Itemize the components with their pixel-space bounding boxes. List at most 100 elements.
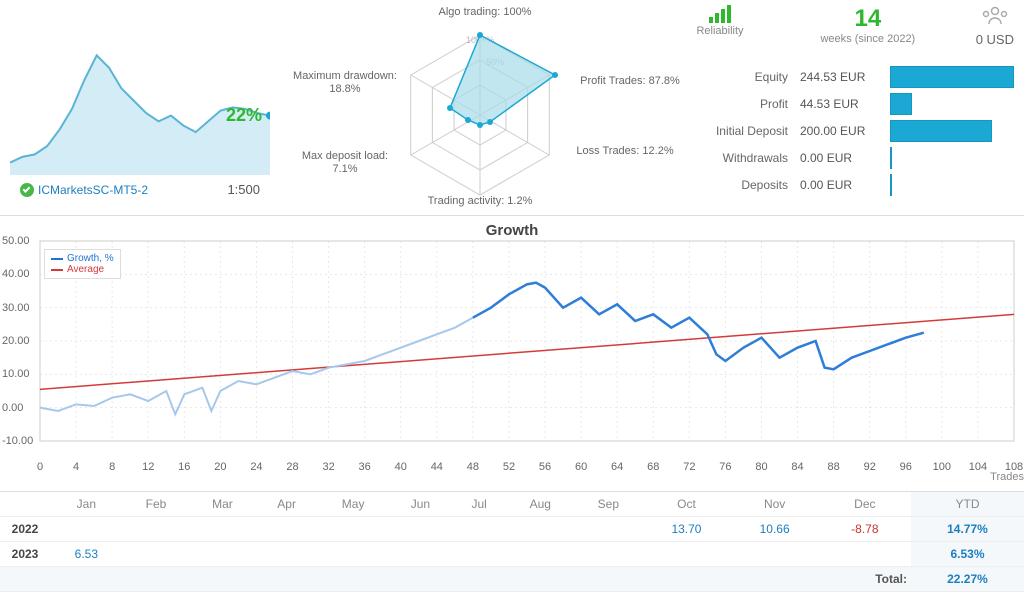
month-cell[interactable]: 6.53 xyxy=(50,542,123,567)
x-tick-label: 28 xyxy=(286,461,298,473)
stat-value: 0.00 EUR xyxy=(800,151,890,165)
x-tick-label: 104 xyxy=(969,461,987,473)
month-cell[interactable]: 13.70 xyxy=(642,517,730,542)
radar-chart: 50%100+% xyxy=(280,0,680,210)
trades-axis-label: Trades xyxy=(990,471,1024,483)
reliability-block: Reliability xyxy=(680,5,760,37)
month-header: Dec xyxy=(819,492,911,517)
month-header: Oct xyxy=(642,492,730,517)
sparkline-pct: 22% xyxy=(226,105,262,126)
month-cell[interactable] xyxy=(189,517,255,542)
stat-bar xyxy=(890,120,1014,142)
month-cell[interactable] xyxy=(50,517,123,542)
growth-legend: Growth, %Average xyxy=(44,249,121,279)
month-header: Mar xyxy=(189,492,255,517)
month-cell[interactable]: 10.66 xyxy=(731,517,819,542)
month-cell[interactable] xyxy=(318,542,389,567)
growth-chart: -10.000.0010.0020.0030.0040.0050.00 0481… xyxy=(0,241,1024,471)
stat-row: Deposits0.00 EUR xyxy=(680,171,1014,198)
subscribers-icon xyxy=(976,5,1014,30)
month-cell[interactable] xyxy=(256,542,318,567)
x-tick-label: 12 xyxy=(142,461,154,473)
x-tick-label: 96 xyxy=(900,461,912,473)
x-tick-label: 84 xyxy=(791,461,803,473)
radar-axis-label: Loss Trades: 12.2% xyxy=(570,145,680,158)
month-cell[interactable] xyxy=(123,517,190,542)
year-cell: 2023 xyxy=(0,542,50,567)
sparkline-panel: 22% ICMarketsSC-MT5-2 1:500 xyxy=(0,0,280,215)
total-row: Total:22.27% xyxy=(0,567,1024,592)
month-header: Jul xyxy=(452,492,506,517)
month-cell[interactable] xyxy=(574,542,642,567)
month-cell[interactable] xyxy=(642,542,730,567)
y-tick-label: 30.00 xyxy=(2,302,30,314)
x-tick-label: 88 xyxy=(828,461,840,473)
subscribers-value: 0 USD xyxy=(976,32,1014,47)
radar-axis-label: Max deposit load: 7.1% xyxy=(290,150,400,176)
verified-icon xyxy=(20,183,34,197)
table-row: 2022 13.7010.66-8.7814.77% xyxy=(0,517,1024,542)
reliability-label: Reliability xyxy=(696,25,743,37)
x-tick-label: 44 xyxy=(431,461,443,473)
month-cell[interactable] xyxy=(189,542,255,567)
ytd-cell: 6.53% xyxy=(911,542,1024,567)
stat-label: Equity xyxy=(680,70,800,84)
month-cell[interactable] xyxy=(256,517,318,542)
x-tick-label: 60 xyxy=(575,461,587,473)
stat-row: Initial Deposit200.00 EUR xyxy=(680,117,1014,144)
stat-label: Profit xyxy=(680,97,800,111)
table-row: 20236.53 6.53% xyxy=(0,542,1024,567)
legend-item: Average xyxy=(51,264,114,275)
growth-section: Growth -10.000.0010.0020.0030.0040.0050.… xyxy=(0,215,1024,471)
weeks-block: 14 weeks (since 2022) xyxy=(820,5,915,45)
month-cell[interactable] xyxy=(574,517,642,542)
month-cell[interactable] xyxy=(389,542,452,567)
month-cell[interactable] xyxy=(123,542,190,567)
total-value: 22.27% xyxy=(911,567,1024,592)
x-tick-label: 40 xyxy=(395,461,407,473)
month-header: Feb xyxy=(123,492,190,517)
month-cell[interactable] xyxy=(506,517,574,542)
y-tick-label: 0.00 xyxy=(2,402,23,414)
x-tick-label: 4 xyxy=(73,461,79,473)
x-tick-label: 76 xyxy=(719,461,731,473)
stat-label: Withdrawals xyxy=(680,151,800,165)
radar-axis-label: Profit Trades: 87.8% xyxy=(575,75,685,88)
y-tick-label: 50.00 xyxy=(2,235,30,247)
x-tick-label: 52 xyxy=(503,461,515,473)
subscribers-block: 0 USD xyxy=(976,5,1014,47)
radar-axis-label: Maximum drawdown: 18.8% xyxy=(290,70,400,96)
y-tick-label: 20.00 xyxy=(2,335,30,347)
x-tick-label: 0 xyxy=(37,461,43,473)
month-header: Nov xyxy=(731,492,819,517)
weeks-label: weeks (since 2022) xyxy=(820,33,915,45)
stat-value: 244.53 EUR xyxy=(800,70,890,84)
x-tick-label: 20 xyxy=(214,461,226,473)
month-cell[interactable] xyxy=(452,517,506,542)
y-tick-label: 40.00 xyxy=(2,268,30,280)
year-cell: 2022 xyxy=(0,517,50,542)
month-header: Apr xyxy=(256,492,318,517)
ytd-header: YTD xyxy=(911,492,1024,517)
x-tick-label: 72 xyxy=(683,461,695,473)
signal-link[interactable]: ICMarketsSC-MT5-2 xyxy=(20,183,148,197)
month-cell[interactable] xyxy=(731,542,819,567)
x-tick-label: 48 xyxy=(467,461,479,473)
growth-title: Growth xyxy=(0,216,1024,241)
ytd-cell: 14.77% xyxy=(911,517,1024,542)
x-tick-label: 64 xyxy=(611,461,623,473)
stat-bar xyxy=(890,93,1014,115)
stat-row: Equity244.53 EUR xyxy=(680,63,1014,90)
month-cell[interactable] xyxy=(452,542,506,567)
stat-value: 200.00 EUR xyxy=(800,124,890,138)
y-tick-label: 10.00 xyxy=(2,368,30,380)
month-header: Jan xyxy=(50,492,123,517)
month-cell[interactable] xyxy=(318,517,389,542)
radar-axis-label: Trading activity: 1.2% xyxy=(425,195,535,208)
month-cell[interactable] xyxy=(389,517,452,542)
month-cell[interactable] xyxy=(506,542,574,567)
month-cell[interactable] xyxy=(819,542,911,567)
x-tick-label: 8 xyxy=(109,461,115,473)
month-cell[interactable]: -8.78 xyxy=(819,517,911,542)
month-header: Sep xyxy=(574,492,642,517)
